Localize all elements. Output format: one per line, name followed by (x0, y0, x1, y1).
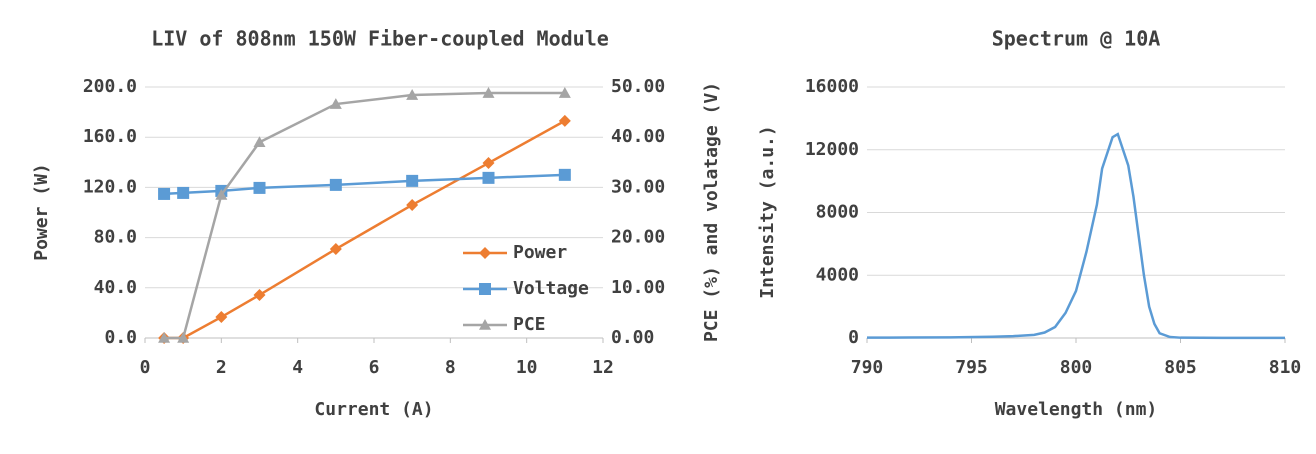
x-tick-label: 8 (445, 357, 456, 378)
y-tick-label: 200.0 (83, 76, 137, 97)
marker (215, 188, 228, 200)
marker (406, 174, 419, 187)
x-tick-label: 805 (1164, 357, 1197, 378)
chart-title: LIV of 808nm 150W Fiber-coupled Module (151, 27, 609, 51)
y-axis-title: Power (W) (31, 163, 52, 261)
y-tick-label: 0.0 (104, 327, 137, 348)
series-line (164, 173, 565, 196)
x-tick-label: 10 (516, 357, 538, 378)
marker (177, 332, 190, 343)
legend-label: PCE (513, 314, 546, 335)
y2-tick-label: 10.00 (611, 277, 665, 298)
y2-tick-label: 20.00 (611, 227, 665, 248)
legend-marker (479, 319, 491, 330)
series-line (164, 119, 566, 340)
y-tick-label: 16000 (805, 76, 859, 97)
legend-label: Power (513, 242, 567, 263)
chart-title: Spectrum @ 10A (992, 27, 1161, 51)
marker (158, 187, 171, 200)
x-tick-label: 800 (1060, 357, 1093, 378)
series-line (164, 91, 565, 340)
y2-tick-label: 0.00 (611, 327, 654, 348)
y2-tick-label: 50.00 (611, 76, 665, 97)
x-tick-label: 12 (592, 357, 614, 378)
marker (253, 136, 266, 148)
x-tick-label: 790 (851, 357, 884, 378)
y-tick-label: 8000 (816, 202, 859, 223)
y-tick-label: 12000 (805, 139, 859, 160)
marker (482, 87, 495, 98)
marker (177, 186, 190, 199)
x-tick-label: 795 (955, 357, 988, 378)
x-tick-label: 810 (1269, 357, 1302, 378)
x-axis-title: Wavelength (nm) (995, 399, 1158, 420)
marker (558, 114, 571, 127)
y-tick-label: 80.0 (94, 227, 137, 248)
marker (253, 181, 266, 194)
series-line (866, 132, 1286, 340)
x-tick-label: 6 (369, 357, 380, 378)
marker (558, 87, 571, 98)
marker (158, 332, 171, 343)
legend-label: Voltage (513, 278, 589, 299)
y-tick-label: 160.0 (83, 126, 137, 147)
y-axis-title: Intensity (a.u.) (757, 125, 778, 298)
legend-marker (479, 247, 491, 259)
x-tick-label: 0 (140, 357, 151, 378)
y-tick-label: 120.0 (83, 176, 137, 197)
legend-marker (479, 283, 491, 295)
y-tick-label: 0 (848, 327, 859, 348)
marker (329, 178, 342, 191)
y2-tick-label: 40.00 (611, 126, 665, 147)
y-tick-label: 40.0 (94, 277, 137, 298)
marker (215, 311, 228, 324)
marker (253, 288, 266, 301)
x-tick-label: 4 (292, 357, 303, 378)
marker (406, 89, 419, 100)
marker (406, 198, 419, 211)
marker (329, 243, 342, 256)
y-tick-label: 4000 (816, 264, 859, 285)
marker (482, 171, 495, 184)
y2-tick-label: 30.00 (611, 176, 665, 197)
marker (329, 98, 342, 109)
marker (558, 168, 571, 181)
y2-axis-title: PCE (%) and volatage (V) (701, 82, 722, 342)
x-tick-label: 2 (216, 357, 227, 378)
x-axis-title: Current (A) (314, 399, 433, 420)
marker (482, 157, 495, 170)
